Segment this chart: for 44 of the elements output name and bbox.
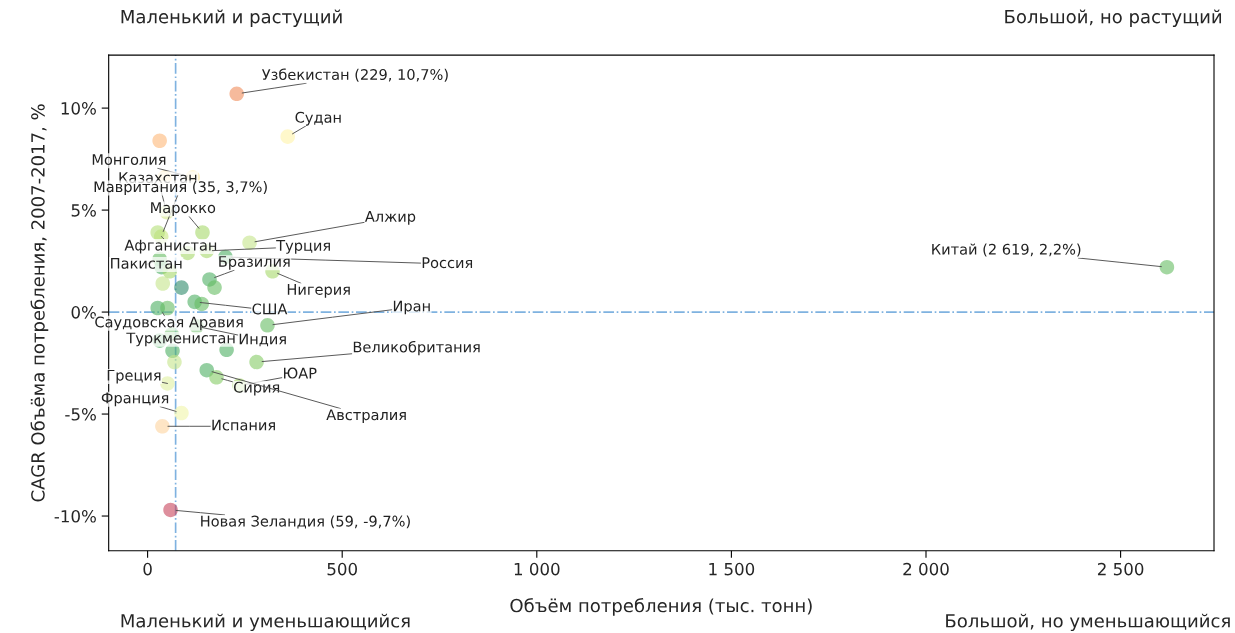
annotation: Судан [295, 111, 341, 126]
annotation: Казахстан [119, 172, 197, 184]
y-tick-label: -5% [65, 408, 96, 421]
text: Большой, но уменьшающийся [946, 613, 1230, 632]
annotation: Нигерия [287, 284, 350, 298]
annotation: Узбекистан (229, 10,7%) [261, 68, 448, 82]
annotation: Греция [107, 369, 161, 384]
annotation: Афганистан [124, 239, 217, 254]
annotation: Алжир [364, 211, 416, 225]
x-axis-title: Объём потребления (тыс. тонн) [510, 598, 812, 616]
y-tick-label: 0% [71, 306, 96, 319]
x-tick-label: 2 000 [903, 562, 949, 576]
y-tick-label: -10% [54, 510, 96, 523]
annotation: Великобритания [353, 340, 480, 356]
annotation: Туркменистан [126, 332, 235, 347]
annotation: Австралия [326, 409, 406, 424]
annotation: Марокко [151, 202, 216, 216]
annotation: Мавритания (35, 3,7%) [94, 180, 267, 196]
x-tick-label: 2 500 [1097, 562, 1144, 576]
annotation: Турция [276, 240, 330, 254]
y-axis-title: CAGR Объёма потребления, 2007-2017, % [30, 104, 49, 502]
annotation: Франция [101, 392, 169, 407]
annotation: Сирия [233, 381, 280, 396]
annotation: Монголия [92, 154, 166, 166]
annotation: Иран [393, 300, 430, 315]
annotation: Саудовская Аравия [95, 316, 243, 331]
y-tick-label: 10% [61, 102, 96, 115]
annotation: Китай (2 619, 2,2%) [932, 243, 1081, 257]
annotation: США [252, 303, 288, 315]
text: Маленький и уменьшающийся [121, 613, 410, 632]
annotation: Индия [239, 333, 286, 347]
annotation: Испания [212, 419, 275, 431]
annotation: Новая Зеландия (59, -9,7%) [201, 515, 410, 529]
x-tick-label: 1 000 [514, 562, 560, 576]
y-tick-label: 5% [71, 204, 96, 217]
annotation: Пакистан [111, 257, 182, 269]
x-tick-label: 1 500 [709, 562, 755, 576]
x-tick-label: 500 [327, 562, 357, 576]
x-tick-label: 0 [143, 562, 152, 576]
text: Большой, но растущий [1005, 9, 1222, 27]
annotation: Россия [422, 257, 473, 269]
text: Маленький и растущий [121, 9, 342, 27]
annotation: ЮАР [284, 367, 317, 379]
annotation: Бразилия [219, 256, 290, 270]
